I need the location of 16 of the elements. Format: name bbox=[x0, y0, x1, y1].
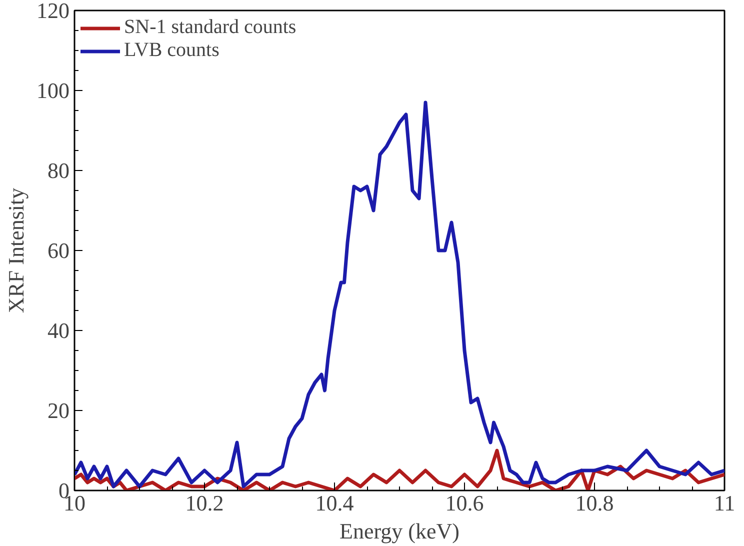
x-tick-label: 10.6 bbox=[445, 490, 484, 516]
y-tick-label: 40 bbox=[48, 318, 70, 343]
y-tick-label: 120 bbox=[36, 0, 70, 23]
line-series bbox=[74, 100, 724, 488]
legend-label: LVB counts bbox=[124, 39, 220, 62]
x-tick-label: 11 bbox=[714, 490, 736, 516]
x-tick-label: 10.8 bbox=[575, 490, 614, 516]
y-tick-label: 80 bbox=[48, 158, 70, 183]
x-tick-label: 10.4 bbox=[315, 490, 354, 516]
y-tick-label: 20 bbox=[48, 398, 70, 423]
legend-label: SN-1 standard counts bbox=[124, 16, 296, 39]
x-tick-label: 10.2 bbox=[185, 490, 224, 516]
y-tick-label: 100 bbox=[36, 78, 70, 103]
y-axis-title: XRF Intensity bbox=[4, 188, 28, 314]
x-axis-title: Energy (keV) bbox=[340, 518, 460, 544]
y-tick-label: 60 bbox=[48, 238, 70, 263]
